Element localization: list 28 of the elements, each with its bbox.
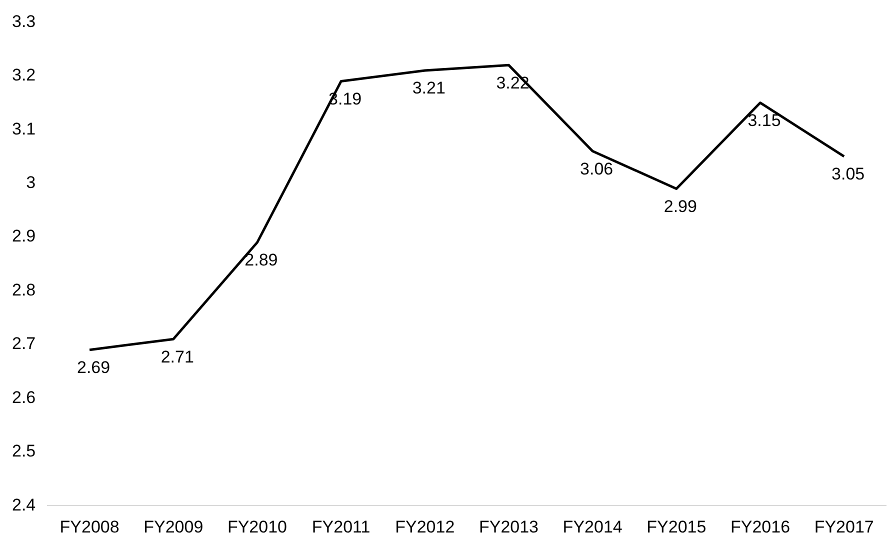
y-tick-label: 3.3	[12, 12, 36, 31]
x-tick-label: FY2011	[312, 517, 370, 536]
y-tick-label: 2.8	[12, 280, 36, 300]
x-tick-label: FY2013	[478, 517, 539, 536]
y-tick-label: 2.9	[12, 226, 36, 246]
x-tick-label: FY2017	[814, 517, 874, 536]
y-tick-label: 2.6	[12, 388, 36, 407]
y-tick-label: 3.2	[12, 66, 36, 85]
y-tick-label: 3	[26, 173, 36, 192]
data-label: 3.15	[748, 110, 781, 130]
data-label: 3.05	[832, 164, 865, 184]
y-tick-label: 2.7	[12, 334, 36, 354]
x-tick-label: FY2008	[60, 517, 120, 536]
data-label: 2.71	[160, 347, 194, 366]
x-tick-label: FY2012	[395, 517, 455, 536]
y-tick-label: 2.4	[12, 495, 36, 514]
data-label: 3.06	[580, 159, 614, 178]
data-label: 2.69	[77, 358, 110, 378]
x-tick-label: FY2010	[227, 517, 287, 536]
y-tick-label: 2.5	[12, 442, 36, 461]
x-tick-label: FY2015	[646, 517, 706, 536]
x-tick-label: FY2009	[144, 517, 204, 536]
data-label: 2.99	[664, 196, 697, 216]
y-tick-label: 3.1	[12, 119, 36, 138]
x-tick-label: FY2014	[562, 517, 622, 536]
data-label: 3.21	[412, 78, 446, 98]
data-label: 2.89	[244, 250, 278, 270]
x-tick-label: FY2016	[730, 517, 790, 536]
